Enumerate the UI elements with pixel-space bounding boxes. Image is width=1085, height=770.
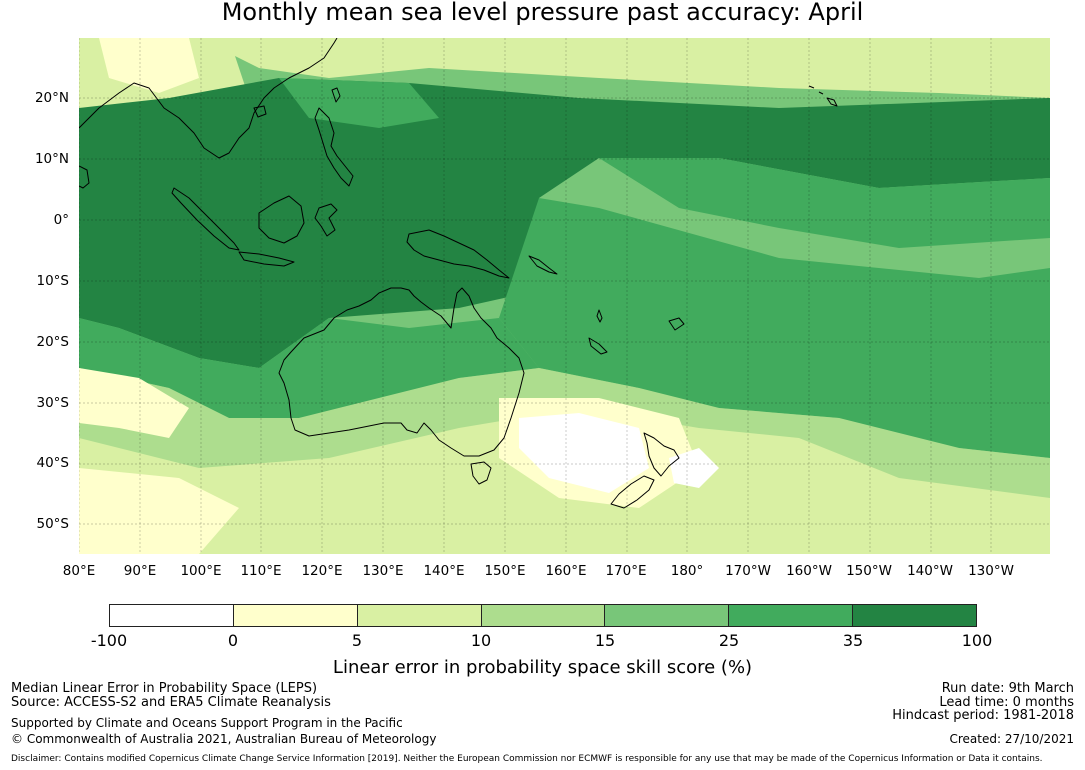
hainan-coastline xyxy=(253,105,267,118)
lon-label-100e: 100°E xyxy=(180,563,222,579)
lon-label-160e: 160°E xyxy=(545,563,587,579)
colorbar-tick: 5 xyxy=(351,631,363,650)
skill-field-yellow-southwest xyxy=(79,468,239,554)
colorbar-segment xyxy=(729,605,854,626)
support-label: Supported by Climate and Oceans Support … xyxy=(11,716,403,730)
new-guinea-coastline xyxy=(406,229,510,279)
skill-field-indian-medium xyxy=(79,318,539,418)
colorbar-tick: 15 xyxy=(594,631,616,650)
lat-label-0: 0° xyxy=(53,212,69,228)
skill-field-asia-yellow xyxy=(99,38,199,93)
map-title: Monthly mean sea level pressure past acc… xyxy=(221,0,864,26)
hawaii-coastline xyxy=(808,85,838,107)
colorbar-tick: 0 xyxy=(227,631,239,650)
colorbar-tick: 100 xyxy=(961,631,993,650)
new-caledonia-coastline xyxy=(588,337,608,355)
skill-field-white-tasman xyxy=(519,413,649,493)
lead-time-label: Lead time: 0 months xyxy=(939,695,1074,710)
solomon-islands-coastline xyxy=(528,255,558,275)
skill-field-southpac-medium xyxy=(499,198,1050,458)
sumatra-coastline xyxy=(171,187,240,251)
colorbar xyxy=(109,604,977,627)
run-date-label: Run date: 9th March xyxy=(941,681,1074,696)
sulawesi-coastline xyxy=(314,203,338,237)
lat-label-30s: 30°S xyxy=(36,395,70,411)
vanuatu-coastline xyxy=(596,309,603,323)
taiwan-coastline xyxy=(331,87,341,103)
asia-mainland-coastline xyxy=(79,38,338,159)
fiji-coastline xyxy=(668,317,685,331)
skill-field-tropical-dark xyxy=(79,78,1050,368)
map-gridlines xyxy=(79,38,1050,554)
skill-map xyxy=(79,38,1050,554)
lat-label-50s: 50°S xyxy=(36,516,70,532)
lat-label-10s: 10°S xyxy=(36,273,70,289)
lon-label-170w: 170°W xyxy=(725,563,771,579)
colorbar-segment xyxy=(605,605,730,626)
skill-field-white-nz xyxy=(669,448,719,488)
colorbar-segment xyxy=(357,605,482,626)
lon-label-90e: 90°E xyxy=(123,563,157,579)
created-date-label: Created: 27/10/2021 xyxy=(949,732,1074,746)
lon-label-80e: 80°E xyxy=(62,563,96,579)
tasmania-coastline xyxy=(470,461,492,485)
method-label: Median Linear Error in Probability Space… xyxy=(11,681,318,696)
colorbar-segment xyxy=(110,605,234,626)
lon-label-170e: 170°E xyxy=(605,563,647,579)
colorbar-tick: 25 xyxy=(718,631,740,650)
skill-field-yellow-west xyxy=(79,368,189,438)
source-label: Source: ACCESS-S2 and ERA5 Climate Reana… xyxy=(11,695,331,710)
lon-label-160w: 160°W xyxy=(786,563,832,579)
australia-coastline xyxy=(278,287,525,457)
colorbar-tick: -100 xyxy=(90,631,128,650)
lon-label-140w: 140°W xyxy=(907,563,953,579)
new-zealand-north-coastline xyxy=(643,432,680,477)
lat-label-20n: 20°N xyxy=(34,90,69,106)
borneo-coastline xyxy=(258,195,305,244)
colorbar-tick: 35 xyxy=(842,631,864,650)
lon-label-120e: 120°E xyxy=(301,563,343,579)
hindcast-period-label: Hindcast period: 1981-2018 xyxy=(892,708,1074,723)
colorbar-label: Linear error in probability space skill … xyxy=(332,657,753,678)
disclaimer-text: Disclaimer: Contains modified Copernicus… xyxy=(11,754,1043,764)
lon-label-150e: 150°E xyxy=(484,563,526,579)
skill-field-north-light xyxy=(199,38,1050,98)
philippines-coastline xyxy=(314,107,354,187)
skill-field-eqpac-medium xyxy=(599,158,1050,248)
skill-map-canvas xyxy=(79,38,1050,554)
lat-label-10n: 10°N xyxy=(34,151,69,167)
colorbar-tick: 10 xyxy=(470,631,492,650)
lat-label-40s: 40°S xyxy=(36,455,70,471)
colorbar-segment xyxy=(233,605,358,626)
colorbar-segment xyxy=(853,605,977,626)
new-zealand-south-coastline xyxy=(610,475,655,509)
lon-label-150w: 150°W xyxy=(846,563,892,579)
lon-label-130w: 130°W xyxy=(968,563,1014,579)
java-coastline xyxy=(238,251,295,267)
skill-field-scs-medium xyxy=(279,78,439,128)
copyright-label: © Commonwealth of Australia 2021, Austra… xyxy=(11,732,437,746)
india-coastline xyxy=(79,165,90,189)
colorbar-segment xyxy=(481,605,606,626)
lon-label-130e: 130°E xyxy=(362,563,404,579)
lon-label-180: 180° xyxy=(670,563,704,579)
lon-label-110e: 110°E xyxy=(240,563,282,579)
lat-label-20s: 20°S xyxy=(36,334,70,350)
lon-label-140e: 140°E xyxy=(423,563,465,579)
